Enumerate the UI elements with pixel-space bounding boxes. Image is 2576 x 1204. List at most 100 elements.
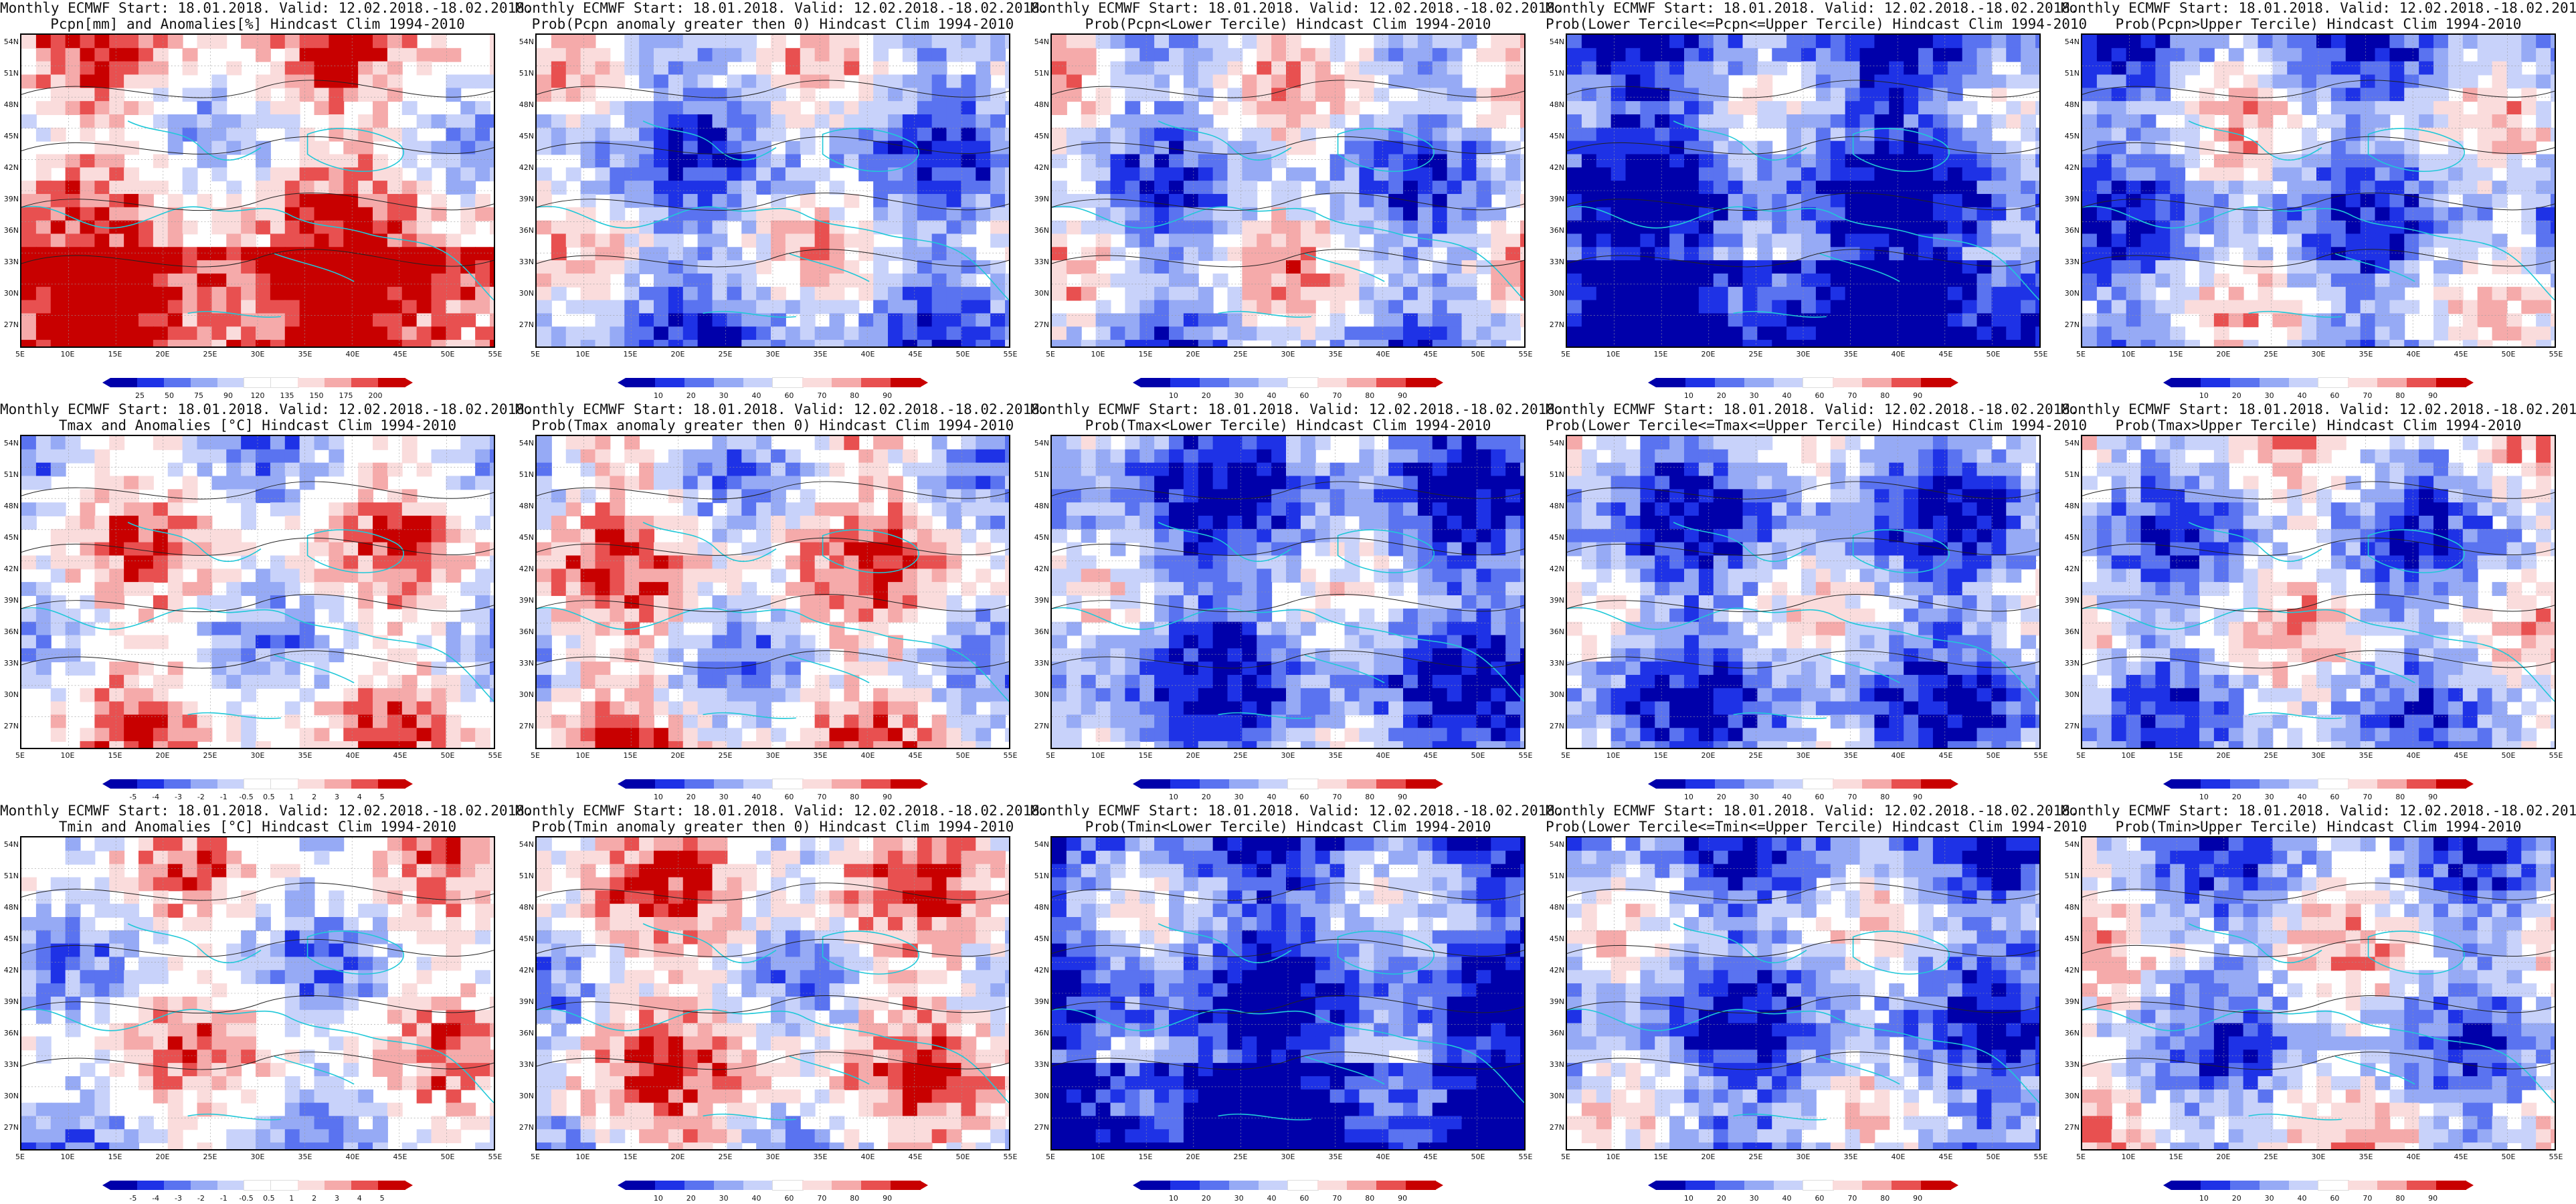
field-cell: [2506, 247, 2522, 262]
field-cell: [343, 88, 359, 102]
field-cell: [888, 154, 903, 169]
field-cell: [1257, 140, 1273, 155]
field-cell: [654, 542, 669, 557]
field-cell: [299, 181, 315, 195]
field-cell: [1461, 88, 1477, 102]
field-cell: [1640, 286, 1656, 301]
field-cell: [1889, 286, 1905, 301]
field-cell: [94, 340, 110, 346]
field-cell: [139, 728, 154, 742]
field-cell: [873, 181, 889, 195]
field-cell: [580, 728, 596, 742]
field-cell: [1581, 193, 1597, 208]
field-cell: [2213, 273, 2229, 288]
field-cell: [537, 688, 552, 702]
field-cell: [373, 273, 388, 288]
field-cell: [2389, 233, 2405, 248]
field-cell: [946, 88, 962, 102]
field-cell: [182, 88, 198, 102]
field-cell: [2213, 181, 2229, 195]
longitude-label: 45E: [393, 350, 407, 359]
field-cell: [2199, 273, 2215, 288]
field-cell: [1874, 260, 1890, 274]
field-cell: [211, 88, 227, 102]
field-cell: [1417, 286, 1433, 301]
field-cell: [654, 701, 669, 716]
field-cell: [460, 528, 476, 543]
field-cell: [1227, 154, 1243, 169]
colorbar-tick-label: 3: [334, 793, 339, 801]
field-cell: [1432, 273, 1448, 288]
field-cell: [2433, 154, 2449, 169]
field-cell: [2477, 181, 2493, 195]
field-cell: [1567, 300, 1582, 314]
field-cell: [401, 207, 418, 221]
field-cell: [226, 207, 242, 221]
field-cell: [2082, 326, 2098, 341]
field-cell: [1976, 340, 1993, 346]
field-cell: [1052, 101, 1067, 115]
field-cell: [1315, 88, 1331, 102]
field-cell: [1227, 220, 1243, 235]
colorbar-segment: [684, 378, 715, 387]
field-cell: [416, 260, 432, 274]
field-cell: [1212, 127, 1228, 142]
field-cell: [358, 582, 374, 596]
field-cell: [124, 688, 140, 702]
field-cell: [387, 300, 403, 314]
field-cell: [888, 114, 903, 128]
field-cell: [697, 635, 713, 649]
field-cell: [800, 47, 816, 62]
field-cell: [2140, 286, 2156, 301]
field-cell: [1786, 154, 1803, 169]
field-cell: [2330, 154, 2347, 169]
field-cell: [2111, 260, 2127, 274]
field-cell: [1139, 181, 1156, 195]
field-cell: [931, 220, 947, 235]
field-cell: [1242, 74, 1258, 89]
field-cell: [416, 635, 432, 649]
field-cell: [712, 313, 728, 328]
field-cell: [800, 502, 816, 516]
latitude-label: 36N: [2064, 226, 2080, 235]
field-cell: [654, 167, 669, 182]
field-cell: [153, 340, 169, 346]
field-cell: [416, 662, 432, 676]
field-cell: [490, 313, 494, 328]
field-cell: [1271, 181, 1287, 195]
field-cell: [682, 569, 699, 583]
field-cell: [2506, 114, 2522, 128]
field-cell: [1991, 326, 2007, 341]
field-cell: [314, 542, 330, 557]
field-cell: [551, 714, 567, 729]
field-cell: [1801, 140, 1817, 155]
field-cell: [2082, 313, 2098, 328]
field-cell: [153, 286, 169, 301]
field-cell: [654, 582, 669, 596]
contour-line: [2082, 80, 2555, 98]
field-cell: [1447, 193, 1463, 208]
field-cell: [946, 449, 962, 464]
field-cell: [2536, 127, 2552, 142]
field-cell: [80, 127, 96, 142]
field-cell: [1198, 340, 1214, 346]
field-cell: [1461, 300, 1477, 314]
field-cell: [1713, 35, 1729, 49]
field-cell: [2228, 154, 2244, 169]
field-cell: [1374, 207, 1390, 221]
field-cell: [1596, 300, 1612, 314]
field-cell: [682, 140, 699, 155]
field-cell: [2302, 260, 2318, 274]
field-cell: [1447, 154, 1463, 169]
field-cell: [460, 286, 476, 301]
field-cell: [2433, 313, 2449, 328]
field-cell: [1801, 326, 1817, 341]
field-cell: [961, 140, 977, 155]
field-cell: [1417, 167, 1433, 182]
field-cell: [1728, 220, 1744, 235]
field-cell: [1991, 300, 2007, 314]
field-cell: [1655, 273, 1671, 288]
field-cell: [2389, 273, 2405, 288]
field-cell: [1655, 74, 1671, 89]
field-cell: [697, 462, 713, 477]
